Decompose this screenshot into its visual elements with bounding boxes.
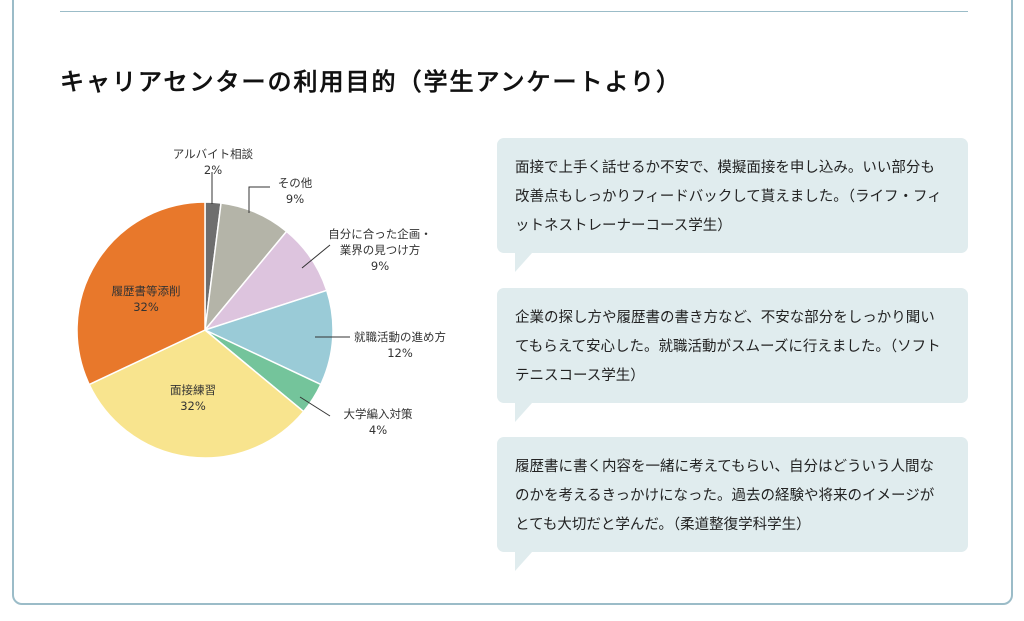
slice-label: 就職活動の進め方 [354,330,446,344]
page-title: キャリアセンターの利用目的（学生アンケートより） [60,68,683,96]
slice-label: 履歴書等添削 [112,284,181,298]
slice-value-label: 4% [369,423,387,437]
slice-label: アルバイト相談 [173,147,254,161]
pie-slice [88,329,305,459]
slice-value-label: 32% [133,300,159,314]
comment-bubble: 面接で上手く話せるか不安で、模擬面接を申し込み。いい部分も改善点もしっかりフィー… [497,138,968,272]
slice-value-label: 32% [180,399,206,413]
leader-line [299,396,331,417]
comment-bubble: 履歴書に書く内容を一緒に考えてもらい、自分はどういう人間なのかを考えるきっかけに… [497,437,968,571]
comment-bubble: 企業の探し方や履歴書の書き方など、不安な部分をしっかり聞いてもらえて安心した。就… [497,288,968,422]
divider [60,11,968,12]
slice-label: 自分に合った企画・ [328,227,432,241]
bubble-tail [515,253,532,272]
bubble-tail [515,403,532,422]
slice-value-label: 9% [371,259,389,273]
slice-value-label: 2% [204,163,222,177]
content-frame [12,0,1013,605]
pie-chart: アルバイト相談 2% その他 9% 自分に合った企画・業界の見つけ方 9% 就職活動の進め方… [76,147,446,459]
slice-value-label: 12% [387,346,413,360]
pie-slice [202,289,334,386]
comment-text: 企業の探し方や履歴書の書き方など、不安な部分をしっかり聞いてもらえて安心した。就… [515,310,941,384]
slice-value-label: 9% [286,192,304,206]
leader-line [248,186,270,213]
slice-label: 面接練習 [170,383,216,397]
slice-label: 業界の見つけ方 [340,243,421,257]
comment-text: 面接で上手く話せるか不安で、模擬面接を申し込み。いい部分も改善点もしっかりフィー… [515,160,942,234]
slice-label: その他 [278,176,313,190]
pie-slice [76,201,206,386]
bubble-tail [515,552,532,571]
slice-label: 大学編入対策 [344,407,413,421]
leader-line [301,244,331,269]
comment-text: 履歴書に書く内容を一緒に考えてもらい、自分はどういう人間なのかを考えるきっかけに… [515,459,935,533]
